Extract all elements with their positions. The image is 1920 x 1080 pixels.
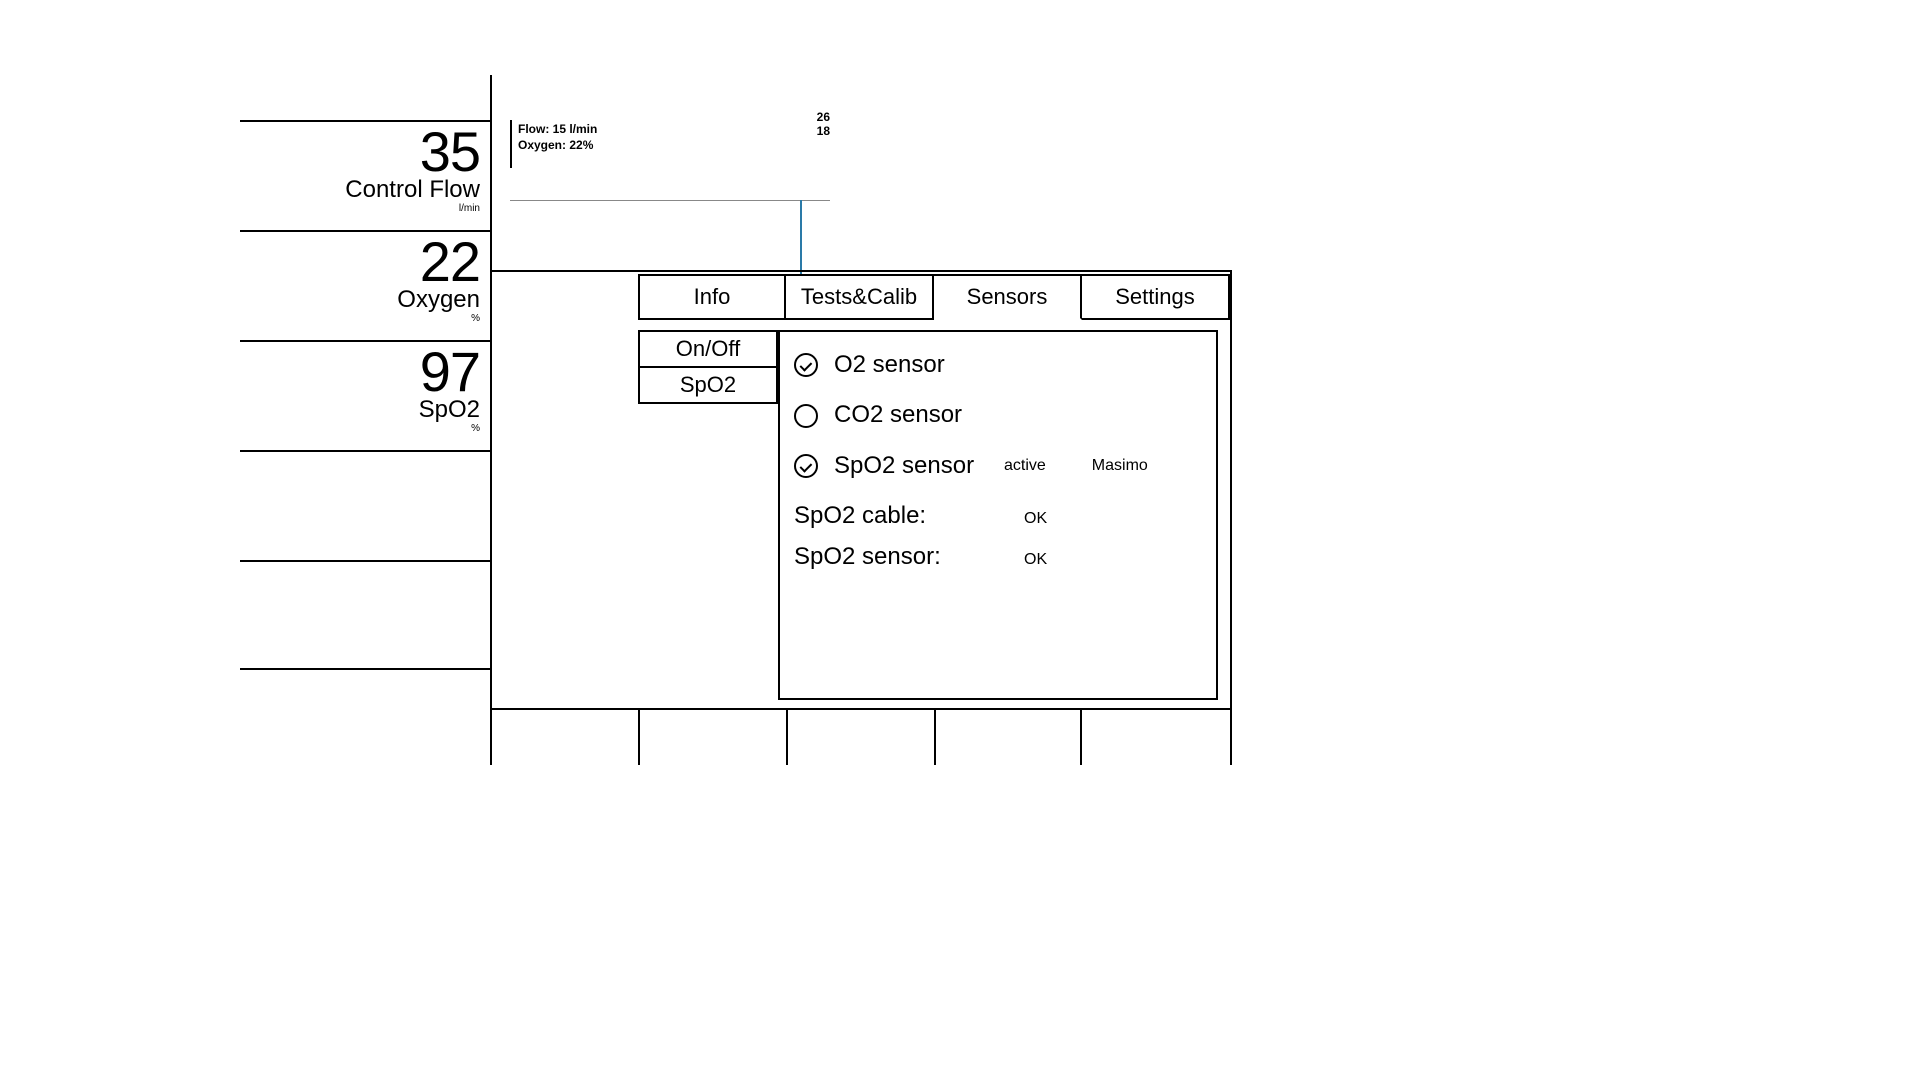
param-oxygen[interactable]: 22 Oxygen % bbox=[240, 230, 490, 340]
checkbox-checked-icon bbox=[794, 454, 818, 478]
opt-o2[interactable]: O2 sensor bbox=[794, 346, 1202, 384]
param-flow-unit: l/min bbox=[240, 204, 480, 214]
param-spo2-value: 97 bbox=[240, 344, 480, 400]
status-cable: SpO2 cable: OK bbox=[794, 497, 1202, 535]
tab-sensors[interactable]: Sensors bbox=[934, 274, 1082, 320]
opt-spo2-label: SpO2 sensor bbox=[834, 447, 984, 485]
trend-value-1: 26 bbox=[800, 110, 830, 124]
checkbox-checked-icon bbox=[794, 353, 818, 377]
bottom-line-right bbox=[1080, 708, 1230, 710]
bottom-col-0 bbox=[490, 708, 492, 765]
param-spo2-label: SpO2 bbox=[240, 398, 480, 422]
trend-value-2: 18 bbox=[800, 124, 830, 138]
param-oxygen-value: 22 bbox=[240, 234, 480, 290]
bottom-line bbox=[490, 708, 1080, 710]
param-spo2[interactable]: 97 SpO2 % bbox=[240, 340, 490, 450]
param-spo2-unit: % bbox=[240, 424, 480, 434]
opt-spo2-state: active bbox=[1004, 453, 1046, 479]
trend-oxygen-label: Oxygen: 22% bbox=[518, 138, 597, 154]
tab-tests[interactable]: Tests&Calib bbox=[786, 274, 934, 320]
param-flow[interactable]: 35 Control Flow l/min bbox=[240, 120, 490, 230]
param-oxygen-unit: % bbox=[240, 314, 480, 324]
side-spo2[interactable]: SpO2 bbox=[638, 368, 778, 404]
param-flow-value: 35 bbox=[240, 124, 480, 180]
opt-co2-label: CO2 sensor bbox=[834, 396, 984, 434]
sensor-side-list: On/Off SpO2 bbox=[638, 330, 778, 404]
status-cable-label: SpO2 cable: bbox=[794, 497, 994, 535]
status-sensor: SpO2 sensor: OK bbox=[794, 538, 1202, 576]
trend-baseline bbox=[510, 200, 830, 201]
status-sensor-value: OK bbox=[1024, 547, 1047, 573]
bottom-col-3 bbox=[934, 708, 936, 765]
tabs: Info Tests&Calib Sensors Settings bbox=[638, 274, 1230, 320]
opt-spo2-brand: Masimo bbox=[1092, 453, 1148, 479]
param-empty-2 bbox=[240, 560, 490, 670]
param-oxygen-label: Oxygen bbox=[240, 288, 480, 312]
opt-spo2[interactable]: SpO2 sensor active Masimo bbox=[794, 447, 1202, 485]
sensor-panel: O2 sensor CO2 sensor SpO2 sensor active … bbox=[778, 330, 1218, 700]
bottom-v1 bbox=[1080, 708, 1082, 765]
opt-o2-label: O2 sensor bbox=[834, 346, 984, 384]
parameter-column: 35 Control Flow l/min 22 Oxygen % 97 SpO… bbox=[240, 90, 490, 670]
side-onoff[interactable]: On/Off bbox=[638, 330, 778, 368]
panel-right-border bbox=[1230, 270, 1232, 765]
param-empty-1 bbox=[240, 450, 490, 560]
tab-settings[interactable]: Settings bbox=[1082, 274, 1230, 320]
trend-flow-label: Flow: 15 l/min bbox=[518, 122, 597, 138]
tab-info[interactable]: Info bbox=[638, 274, 786, 320]
param-divider bbox=[490, 75, 492, 765]
checkbox-unchecked-icon bbox=[794, 404, 818, 428]
bottom-col-1 bbox=[638, 708, 640, 765]
opt-co2[interactable]: CO2 sensor bbox=[794, 396, 1202, 434]
param-flow-label: Control Flow bbox=[240, 178, 480, 202]
trend-axis-tick bbox=[510, 120, 512, 168]
status-cable-value: OK bbox=[1024, 506, 1047, 532]
tabs-divider bbox=[490, 270, 1230, 272]
status-sensor-label: SpO2 sensor: bbox=[794, 538, 994, 576]
bottom-col-2 bbox=[786, 708, 788, 765]
